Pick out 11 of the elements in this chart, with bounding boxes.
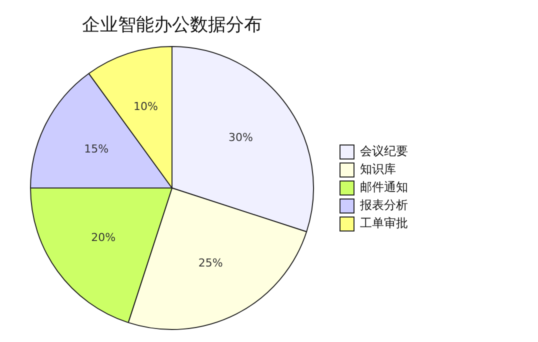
legend-label: 工单审批	[360, 216, 408, 230]
data-label: 20%	[91, 230, 116, 244]
legend-label: 会议纪要	[360, 144, 408, 158]
data-label: 25%	[198, 256, 223, 270]
data-label: 15%	[84, 142, 109, 156]
data-label: 30%	[228, 130, 253, 144]
legend-label: 邮件通知	[360, 180, 408, 194]
legend-label: 知识库	[360, 162, 396, 176]
chart-title: 企业智能办公数据分布	[82, 14, 262, 36]
data-label: 10%	[134, 100, 158, 114]
legend-label: 报表分析	[359, 198, 408, 212]
